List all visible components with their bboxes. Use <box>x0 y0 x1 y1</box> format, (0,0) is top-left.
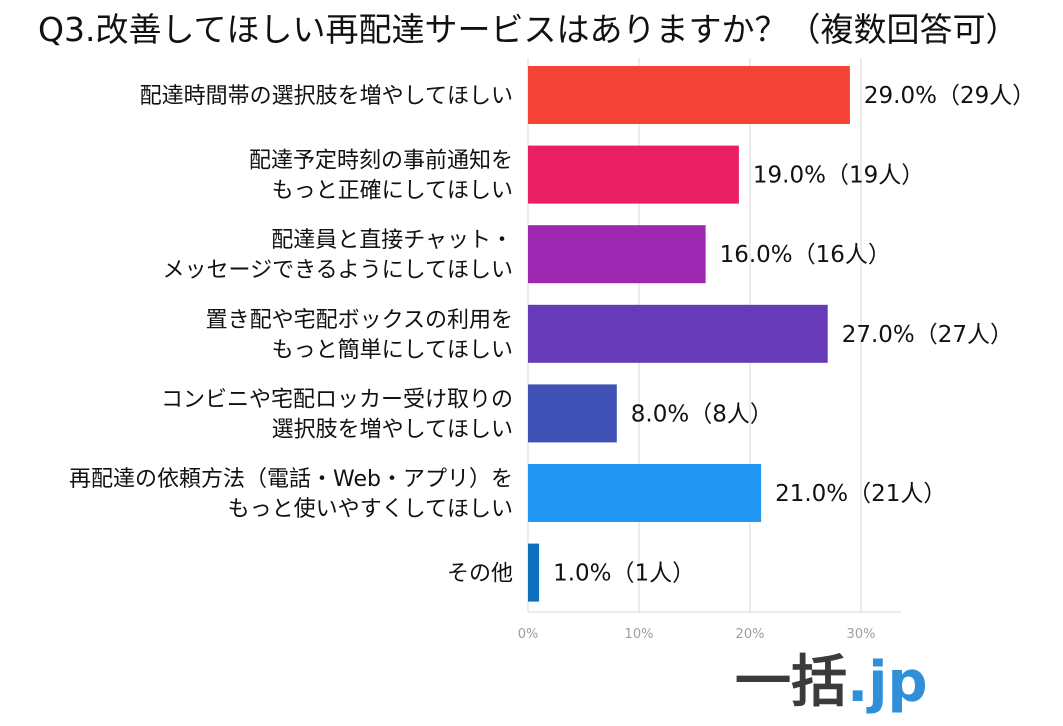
category-label: 置き配や宅配ボックスの利用を <box>206 308 513 333</box>
category-label: もっと簡単にしてほしい <box>272 338 513 363</box>
bar <box>528 543 540 602</box>
bar <box>528 145 739 204</box>
bar <box>528 225 706 284</box>
category-label: その他 <box>447 562 513 587</box>
x-tick-label: 0% <box>518 627 539 642</box>
bar <box>528 304 828 363</box>
data-label: 27.0%（27人） <box>842 322 1013 348</box>
data-label: 1.0%（1人） <box>553 561 695 587</box>
category-label: コンビニや宅配ロッカー受け取りの <box>161 387 513 412</box>
data-label: 21.0%（21人） <box>775 481 946 507</box>
brand-logo: 一括.jp <box>735 648 935 718</box>
chart-title: Q3.改善してほしい再配達サービスはありますか？（複数回答可） <box>38 10 1019 49</box>
data-label: 19.0%（19人） <box>753 163 924 189</box>
logo-text-main: 一括 <box>735 650 847 715</box>
logo-text-domain: .jp <box>847 650 928 715</box>
category-label: メッセージできるようにしてほしい <box>163 258 513 283</box>
category-label: もっと使いやすくしてほしい <box>228 497 513 522</box>
data-label: 8.0%（8人） <box>631 401 773 427</box>
bar <box>528 464 762 522</box>
category-label: 再配達の依頼方法（電話・Web・アプリ）を <box>69 467 513 492</box>
category-label: 選択肢を増やしてほしい <box>272 417 513 442</box>
category-label: 配達員と直接チャット・ <box>271 228 513 253</box>
x-tick-label: 10% <box>625 627 654 642</box>
bar <box>528 66 850 124</box>
x-tick-label: 20% <box>736 627 765 642</box>
category-label: 配達予定時刻の事前通知を <box>249 149 513 174</box>
data-label: 29.0%（29人） <box>864 83 1035 109</box>
category-label: もっと正確にしてほしい <box>272 179 513 204</box>
data-label: 16.0%（16人） <box>720 242 891 268</box>
category-label: 配達時間帯の選択肢を増やしてほしい <box>140 84 513 109</box>
x-tick-label: 30% <box>847 627 876 642</box>
bar <box>528 384 617 443</box>
